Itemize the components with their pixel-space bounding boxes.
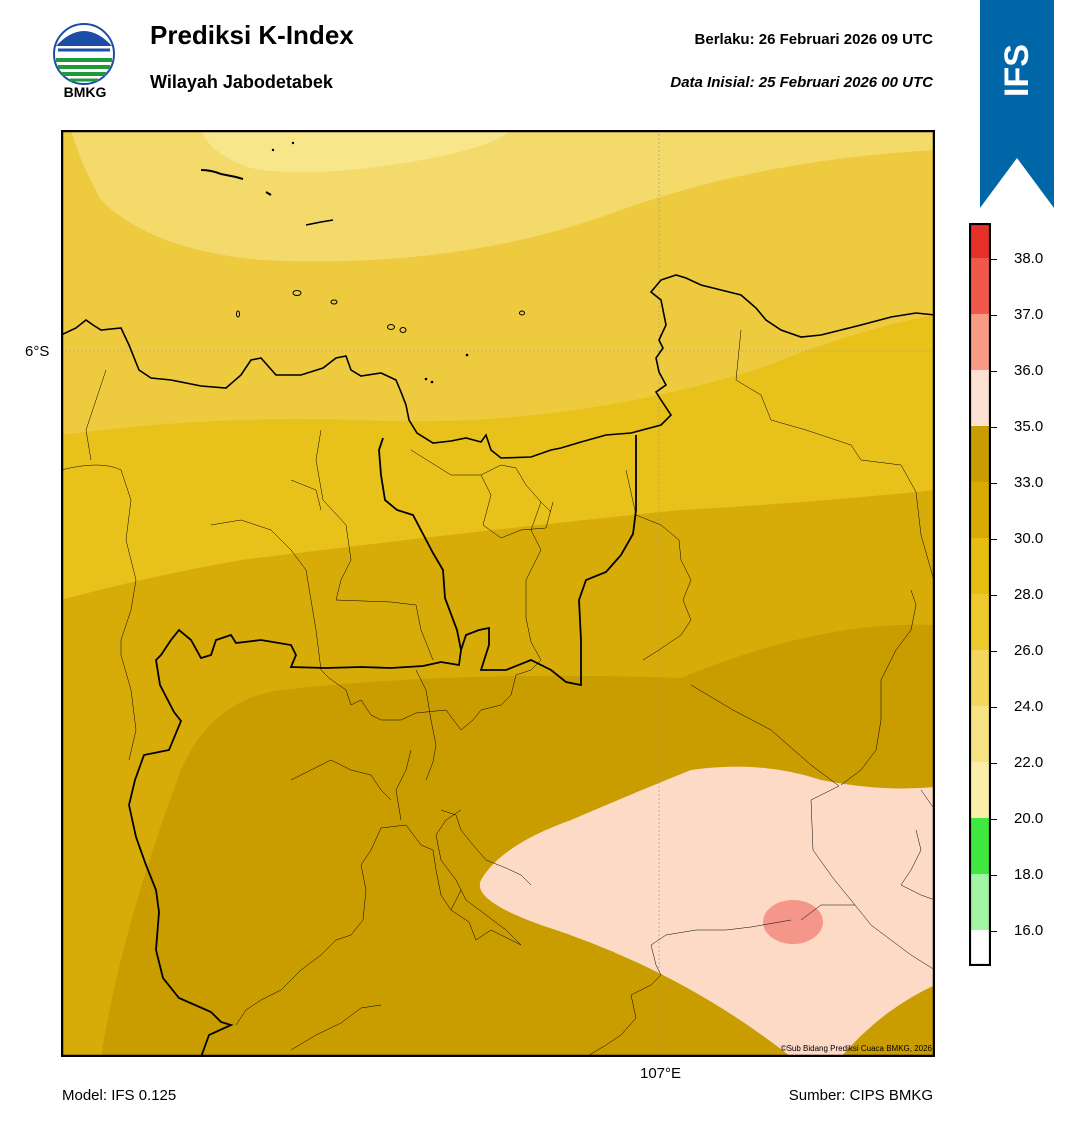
model-label: Model: IFS 0.125 (62, 1087, 177, 1104)
colorbar-tick: 35.0 (1014, 418, 1044, 435)
colorbar-tick: 36.0 (1014, 362, 1044, 379)
ribbon-label: IFS (980, 0, 1054, 140)
colorbar-tick: 37.0 (1014, 306, 1044, 323)
colorbar (969, 223, 991, 966)
colorbar-tick: 20.0 (1014, 810, 1044, 827)
colorbar-tick: 22.0 (1014, 754, 1044, 771)
colorbar-tick: 24.0 (1014, 698, 1044, 715)
ribbon-text: IFS (997, 43, 1036, 97)
ifs-ribbon-icon (980, 0, 1054, 208)
field-peach (479, 766, 935, 1057)
field-lightest (201, 130, 511, 173)
latitude-label: 6°S (25, 343, 50, 360)
longitude-label: 107°E (640, 1065, 682, 1082)
colorbar-tick: 28.0 (1014, 586, 1044, 603)
valid-time: Berlaku: 26 Februari 2026 09 UTC (694, 31, 933, 48)
province-boundary (128, 437, 462, 1057)
k-index-map (61, 130, 935, 1057)
source-label: Sumber: CIPS BMKG (788, 1087, 933, 1104)
logo-text: BMKG (63, 84, 107, 100)
colorbar-tick: 16.0 (1014, 922, 1044, 939)
bmkg-logo-icon (53, 23, 115, 85)
init-time: Data Inisial: 25 Februari 2026 00 UTC (670, 74, 933, 91)
province-boundary-2 (460, 435, 637, 687)
page-title: Prediksi K-Index (150, 20, 354, 50)
field-salmon (763, 900, 823, 944)
map-credit: ©Sub Bidang Prediksi Cuaca BMKG, 2026 (780, 1044, 932, 1053)
colorbar-tick: 38.0 (1014, 250, 1044, 267)
coastline (61, 274, 935, 459)
page-subtitle: Wilayah Jabodetabek (150, 72, 333, 92)
colorbar-tick: 33.0 (1014, 474, 1044, 491)
colorbar-tick: 18.0 (1014, 866, 1044, 883)
colorbar-tick: 26.0 (1014, 642, 1044, 659)
colorbar-tick: 30.0 (1014, 530, 1044, 547)
